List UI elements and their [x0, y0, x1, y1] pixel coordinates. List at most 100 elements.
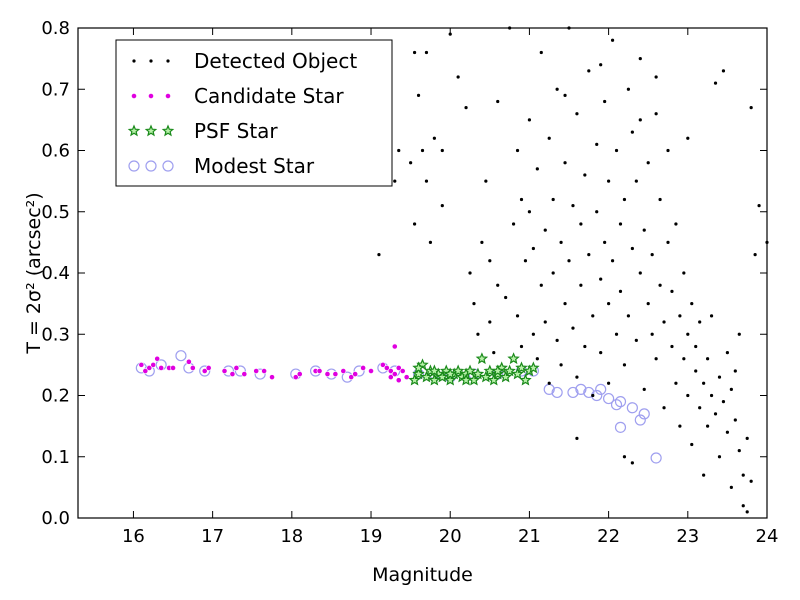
data-point — [535, 167, 539, 171]
data-point — [654, 75, 658, 79]
data-point — [599, 277, 603, 281]
data-point — [428, 364, 441, 377]
data-point — [412, 50, 417, 55]
data-point — [269, 374, 275, 381]
data-point — [650, 253, 654, 257]
data-point — [340, 368, 347, 374]
data-point — [733, 418, 737, 422]
legend-label: Modest Star — [194, 154, 315, 178]
data-point — [233, 365, 240, 371]
legend-marker — [149, 59, 153, 63]
data-point — [666, 148, 670, 153]
data-point — [595, 210, 599, 214]
data-point — [515, 148, 520, 153]
data-point — [221, 368, 228, 374]
data-point — [424, 50, 429, 55]
data-point — [412, 222, 417, 226]
data-point — [292, 374, 299, 381]
data-point — [551, 271, 555, 275]
legend-marker — [127, 124, 141, 137]
data-point — [440, 148, 444, 153]
data-point — [757, 204, 761, 208]
data-point — [138, 361, 145, 368]
data-point — [591, 314, 595, 318]
data-point — [519, 373, 532, 386]
data-point — [432, 136, 436, 140]
data-point — [642, 228, 646, 232]
data-point — [654, 112, 658, 116]
data-point — [543, 320, 547, 324]
data-point — [471, 367, 485, 380]
legend-marker — [128, 160, 140, 172]
data-point — [571, 326, 575, 330]
data-point — [717, 455, 722, 459]
legend-marker — [132, 59, 136, 63]
data-point — [503, 364, 516, 377]
legend-box — [115, 39, 393, 187]
data-point — [348, 374, 355, 381]
data-point — [443, 367, 457, 380]
data-point — [559, 363, 563, 367]
legend-marker — [162, 160, 174, 172]
data-point — [709, 393, 714, 398]
data-point — [459, 373, 473, 386]
data-point — [686, 136, 690, 140]
data-point — [690, 302, 694, 306]
data-point — [440, 204, 444, 208]
data-point — [662, 320, 666, 324]
data-point — [571, 204, 575, 208]
data-point — [201, 368, 208, 374]
data-point — [332, 371, 339, 377]
data-point — [515, 361, 528, 374]
data-point — [377, 253, 381, 257]
data-point — [383, 365, 390, 371]
data-point — [713, 412, 718, 416]
data-point — [527, 361, 540, 374]
data-point — [488, 259, 492, 263]
data-point — [630, 461, 634, 465]
data-point — [395, 365, 402, 371]
y-axis-ticks: 0.0 0.1 0.2 0.3 0.4 0.5 0.6 0.7 0.8 — [41, 18, 767, 529]
data-point — [527, 210, 532, 214]
data-point — [563, 93, 567, 97]
data-point — [610, 399, 623, 411]
legend-marker — [161, 124, 175, 137]
data-point — [254, 368, 266, 380]
data-point — [507, 352, 520, 365]
legend-label: PSF Star — [194, 119, 278, 143]
x-tick-label: 22 — [597, 526, 620, 547]
data-point — [428, 373, 441, 386]
data-point — [630, 246, 634, 251]
y-tick-label: 0.7 — [41, 79, 70, 100]
data-point — [591, 393, 595, 398]
data-point — [551, 386, 563, 399]
data-point — [614, 421, 627, 433]
data-point — [614, 148, 619, 153]
data-point — [678, 314, 682, 318]
data-point — [391, 371, 398, 377]
legend-marker — [145, 160, 157, 172]
data-point — [678, 424, 682, 428]
y-tick-label: 0.4 — [41, 263, 70, 284]
data-point — [579, 283, 583, 287]
data-point — [463, 364, 477, 377]
data-point — [749, 479, 753, 483]
data-point — [567, 386, 579, 399]
data-point — [403, 374, 410, 381]
data-point — [547, 136, 551, 140]
data-point — [626, 87, 631, 91]
data-point — [428, 240, 433, 244]
data-point — [614, 396, 627, 408]
x-tick-label: 18 — [280, 526, 303, 547]
data-point — [476, 332, 480, 336]
data-point — [420, 148, 425, 153]
data-point — [199, 365, 211, 377]
legend-label: Detected Object — [194, 49, 357, 73]
data-point — [674, 222, 678, 226]
x-tick-label: 24 — [756, 526, 779, 547]
x-tick-label: 16 — [122, 526, 145, 547]
data-point — [475, 352, 489, 365]
x-tick-label: 17 — [201, 526, 224, 547]
data-point — [456, 75, 460, 79]
data-point — [587, 253, 591, 257]
